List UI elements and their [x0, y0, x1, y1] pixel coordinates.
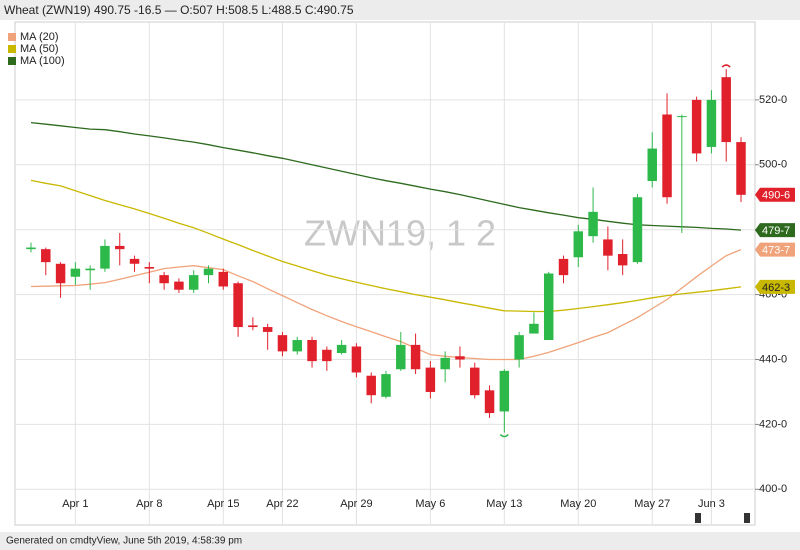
candle-body [529, 323, 539, 334]
x-tick-label: May 13 [486, 498, 522, 510]
candle-body [262, 327, 273, 332]
candle-body [603, 239, 613, 256]
candle-body [410, 344, 421, 370]
candle-body [662, 114, 672, 198]
x-tick-label: May 20 [560, 498, 596, 510]
y-tick-label: 520-0 [759, 94, 787, 106]
candle-body [70, 268, 81, 277]
legend-swatch [8, 33, 16, 41]
candle-body [292, 340, 302, 352]
legend-label: MA (50) [20, 43, 59, 55]
x-tick-label: Apr 22 [266, 498, 298, 510]
candle-body [277, 335, 288, 352]
y-tick-label: 440-0 [759, 353, 787, 365]
candle-body [588, 211, 598, 237]
candle-body [26, 247, 36, 250]
candle-body [381, 374, 391, 397]
candle-body [336, 344, 347, 354]
high-marker [721, 64, 731, 68]
candle-body [188, 275, 199, 290]
candle-body [721, 77, 731, 143]
x-tick-label: Apr 15 [207, 498, 239, 510]
candle-body [632, 197, 643, 263]
candle-body [129, 258, 140, 264]
candle-body [144, 267, 155, 269]
candle-body [115, 245, 125, 250]
legend-swatch [8, 57, 16, 65]
candle-body [159, 275, 169, 284]
chart-title: Wheat (ZWN19) 490.75 -16.5 — O:507 H:508… [4, 3, 354, 17]
candle-body [677, 116, 687, 118]
candle-body [691, 99, 702, 154]
candle-body [736, 142, 746, 195]
x-tick-label: May 6 [415, 498, 445, 510]
last-value-label: 473-7 [762, 244, 790, 256]
x-tick-label: Apr 8 [136, 498, 162, 510]
x-tick-label: Jun 3 [698, 498, 725, 510]
legend-label: MA (20) [20, 31, 59, 43]
ma-line [30, 121, 742, 231]
candle-body [470, 367, 480, 396]
candle-body [499, 370, 510, 412]
candle-body [617, 254, 628, 266]
y-tick-label: 500-0 [759, 159, 787, 171]
x-tick-label: Apr 1 [62, 498, 88, 510]
candle-body [351, 346, 362, 373]
ma-line [30, 179, 742, 313]
header-bar [0, 0, 800, 20]
candle-body [647, 148, 657, 182]
legend-label: MA (100) [20, 55, 65, 67]
last-value-tag [755, 242, 795, 257]
scroll-handle[interactable] [744, 513, 750, 523]
last-value-tag [755, 279, 795, 294]
footer: Generated on cmdtyView, June 5th 2019, 4… [6, 536, 242, 547]
candle-body [455, 356, 465, 360]
candle-body [218, 271, 229, 287]
candle-body [85, 268, 95, 271]
last-value-tag [755, 187, 795, 202]
candle-body [55, 263, 66, 284]
candle-body [514, 335, 524, 360]
last-value-label: 462-3 [762, 282, 790, 294]
candle-body [248, 325, 258, 328]
last-value-tag [755, 223, 795, 238]
plot-area [14, 21, 756, 526]
y-tick-label: 420-0 [759, 418, 787, 430]
candle-body [706, 99, 717, 147]
candle-body [100, 245, 110, 269]
candle-body [440, 357, 450, 370]
footer-bar [0, 532, 800, 550]
low-marker [499, 433, 509, 438]
candle-body [573, 231, 584, 258]
last-value-label: 479-7 [762, 225, 790, 237]
candle-body [174, 281, 184, 290]
candle-body [203, 268, 214, 276]
watermark: ZWN19, 1 2 [304, 213, 496, 254]
candle-body [233, 283, 243, 328]
x-tick-label: Apr 29 [340, 498, 372, 510]
candle-body [484, 390, 495, 414]
legend-swatch [8, 45, 16, 53]
candle-body [425, 367, 436, 392]
candle-body [396, 344, 406, 370]
scroll-handle[interactable] [695, 513, 701, 523]
last-value-label: 490-6 [762, 190, 790, 202]
y-tick-label: 400-0 [759, 483, 787, 495]
candle-body [41, 249, 51, 263]
candle-body [543, 273, 554, 341]
candle-body [366, 375, 376, 396]
candle-body [322, 349, 332, 362]
candle-body [558, 258, 569, 276]
grid [15, 22, 755, 525]
x-tick-label: May 27 [634, 498, 670, 510]
candle-body [307, 340, 317, 362]
